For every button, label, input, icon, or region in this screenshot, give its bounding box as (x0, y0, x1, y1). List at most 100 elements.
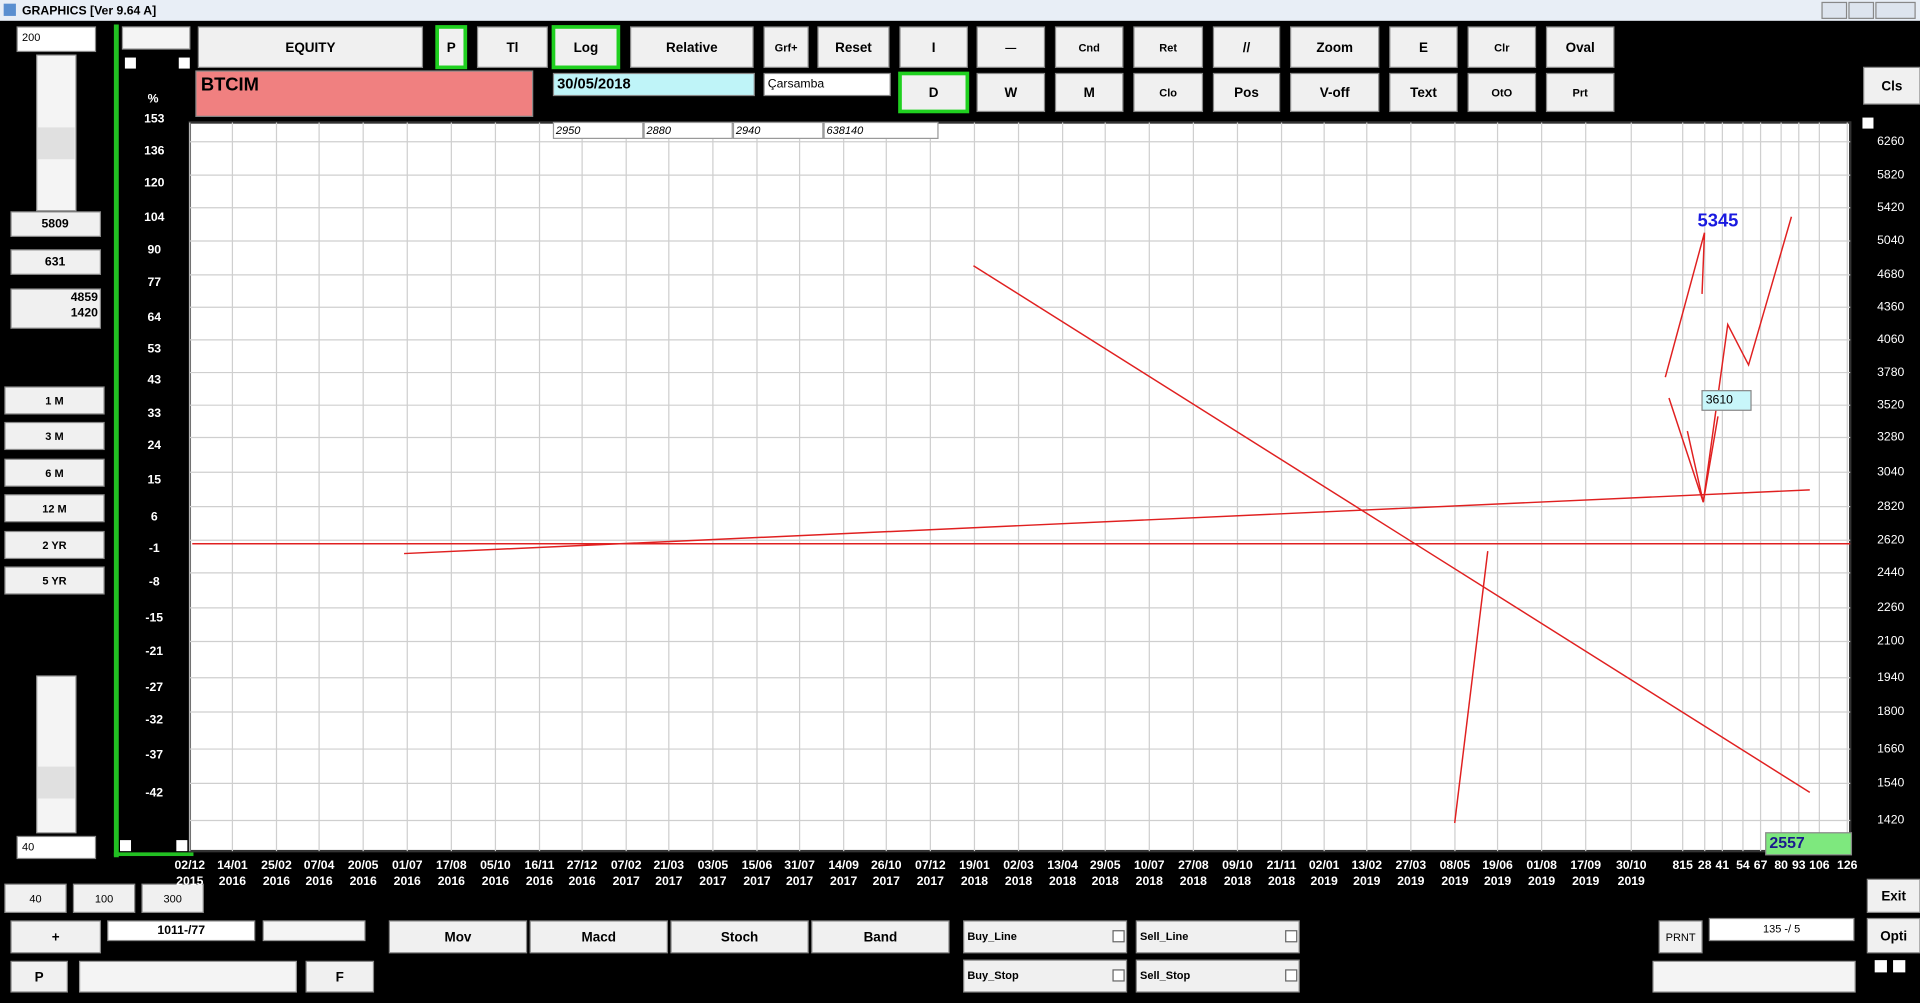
button-label[interactable]: 40 (29, 893, 41, 905)
button[interactable] (1866, 878, 1920, 913)
button-label[interactable]: OtO (1491, 88, 1512, 100)
button[interactable] (817, 26, 890, 68)
button[interactable] (435, 25, 468, 70)
button[interactable] (1389, 72, 1458, 113)
button-label[interactable]: Ret (1159, 42, 1177, 54)
button-label[interactable]: M (1084, 85, 1095, 100)
button[interactable] (1212, 26, 1281, 68)
button[interactable] (1133, 26, 1204, 68)
button[interactable] (10, 960, 68, 993)
order-toggle[interactable] (1135, 959, 1300, 993)
checkbox[interactable] (1112, 969, 1125, 982)
button[interactable] (1545, 26, 1615, 68)
button-label[interactable]: V-off (1320, 85, 1350, 100)
button[interactable] (4, 566, 105, 595)
button-label[interactable]: Cls (1881, 79, 1902, 94)
button[interactable] (630, 26, 754, 68)
button[interactable] (670, 920, 809, 954)
button-label[interactable]: I (932, 40, 936, 55)
button-label[interactable]: P (35, 969, 44, 984)
checkbox[interactable] (178, 57, 190, 69)
button-label[interactable]: Cnd (1078, 42, 1099, 54)
button-label[interactable]: 5 YR (42, 576, 66, 588)
button-label[interactable]: D (929, 85, 939, 100)
checkbox[interactable] (124, 57, 136, 69)
button-label[interactable]: Clo (1159, 88, 1177, 100)
button-label[interactable]: Macd (582, 930, 616, 945)
scroll-thumb[interactable] (37, 127, 75, 160)
button-label[interactable]: Text (1410, 85, 1437, 100)
order-toggle[interactable] (963, 920, 1128, 954)
button-label[interactable]: Reset (835, 40, 872, 55)
checkbox[interactable] (1862, 117, 1874, 129)
button[interactable] (899, 26, 968, 68)
checkbox[interactable] (1285, 930, 1298, 943)
checkbox[interactable] (120, 840, 132, 852)
scrollbar[interactable] (78, 960, 297, 993)
button-label[interactable]: F (336, 969, 344, 984)
button[interactable] (4, 458, 105, 487)
button-label[interactable]: 3 M (45, 431, 63, 443)
input-field[interactable] (16, 26, 97, 53)
scroll-thumb[interactable] (37, 766, 75, 799)
button-label[interactable]: Exit (1881, 889, 1906, 904)
button[interactable] (1054, 26, 1124, 68)
button[interactable] (4, 386, 105, 415)
button-label[interactable]: 12 M (42, 503, 66, 515)
button[interactable] (976, 26, 1046, 68)
button[interactable] (1290, 72, 1380, 113)
button[interactable] (1389, 26, 1458, 68)
button-label[interactable]: Prt (1573, 88, 1589, 100)
button[interactable] (1054, 72, 1124, 113)
maximize-button[interactable] (1848, 1, 1875, 19)
checkbox[interactable] (1112, 930, 1125, 943)
button[interactable] (763, 26, 809, 68)
spin-control[interactable] (121, 26, 191, 50)
button[interactable] (1658, 920, 1703, 954)
button-label[interactable]: P (447, 40, 456, 55)
button-label[interactable]: Grf+ (775, 42, 798, 54)
scrollbar[interactable] (262, 920, 366, 942)
button-label[interactable]: Log (574, 40, 599, 55)
button[interactable] (141, 883, 204, 913)
button[interactable] (4, 494, 105, 523)
button-label[interactable]: PRNT (1666, 932, 1696, 944)
minimize-button[interactable] (1821, 1, 1848, 19)
button[interactable] (811, 920, 950, 954)
checkbox[interactable] (1893, 960, 1906, 973)
button[interactable] (4, 530, 105, 560)
button-label[interactable]: Oval (1566, 40, 1595, 55)
button-label[interactable]: Mov (444, 930, 471, 945)
button-label[interactable]: 100 (95, 893, 113, 905)
button[interactable] (976, 72, 1046, 113)
button[interactable] (388, 920, 528, 954)
button-label[interactable]: Stoch (721, 930, 758, 945)
button[interactable] (1290, 26, 1380, 68)
checkbox[interactable] (1285, 969, 1298, 982)
button[interactable] (1545, 72, 1615, 113)
scrollbar[interactable] (1652, 960, 1856, 993)
button[interactable] (476, 26, 548, 68)
button[interactable] (1866, 917, 1920, 954)
button[interactable] (1133, 72, 1204, 113)
order-toggle[interactable] (963, 959, 1128, 993)
checkbox[interactable] (1874, 960, 1887, 973)
scrollbar[interactable] (36, 675, 77, 834)
button-label[interactable]: Pos (1234, 85, 1259, 100)
button-label[interactable]: + (52, 930, 60, 945)
button-label[interactable]: W (1004, 85, 1017, 100)
button-label[interactable]: Tl (506, 40, 518, 55)
button[interactable] (4, 421, 105, 451)
button[interactable] (1863, 66, 1920, 105)
button[interactable] (197, 26, 424, 68)
button[interactable] (10, 920, 102, 954)
close-window-button[interactable] (1875, 1, 1916, 19)
button-label[interactable]: Zoom (1316, 40, 1353, 55)
button-label[interactable]: E (1419, 40, 1428, 55)
checkbox[interactable] (176, 840, 188, 852)
order-toggle[interactable] (1135, 920, 1300, 954)
button-label[interactable]: — (1005, 42, 1017, 54)
button[interactable] (1212, 72, 1281, 113)
button-label[interactable]: 2 YR (42, 540, 66, 552)
button[interactable] (1467, 26, 1537, 68)
